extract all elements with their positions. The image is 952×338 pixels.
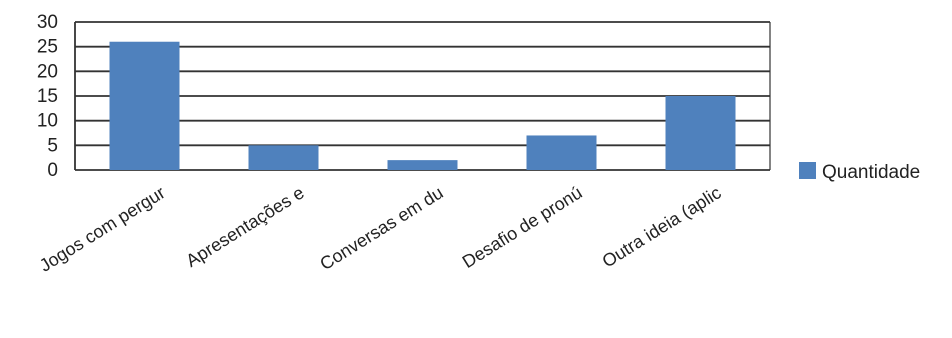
y-tick-label-30: 30 [37,12,58,33]
y-tick-labels: 0 5 10 15 20 25 30 [37,12,58,181]
legend-swatch [799,162,816,179]
x-tick-label-5: Outra ideia (aplic [599,182,725,271]
y-tick-label-25: 25 [37,37,58,58]
y-tick-label-5: 5 [47,135,58,156]
x-tick-label-4: Desafio de pronú [459,182,586,272]
bar-4 [526,135,597,170]
legend-label-quantidade: Quantidade [822,162,920,183]
axes [74,22,771,170]
y-tick-label-15: 15 [37,86,58,107]
bars [109,41,736,170]
y-tick-label-0: 0 [47,160,58,181]
y-tick-label-10: 10 [37,111,58,132]
grid-lines [75,21,770,171]
x-tick-labels: Jogos com pergur Apresentações e Conversas… [36,182,725,275]
x-tick-label-2: Apresentações e [182,182,307,271]
bar-2 [248,145,319,170]
legend: Quantidade [799,162,920,183]
bar-1 [109,41,180,170]
bar-3 [387,160,458,170]
bar-5 [665,96,736,170]
x-tick-label-3: Conversas em du [316,182,446,274]
x-tick-label-1: Jogos com pergur [36,182,169,275]
y-tick-label-20: 20 [37,61,58,82]
